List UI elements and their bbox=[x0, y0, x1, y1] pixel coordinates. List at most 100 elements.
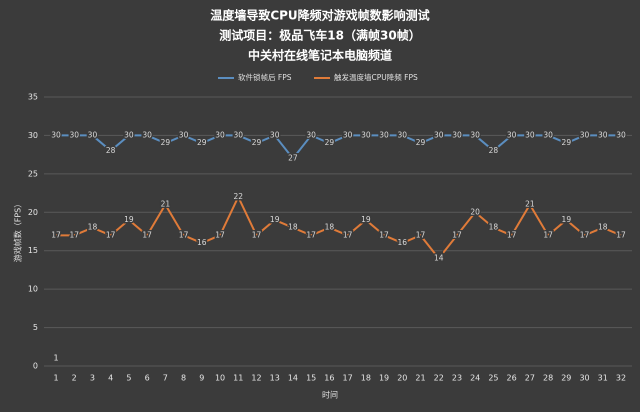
x-tick-label: 32 bbox=[616, 374, 626, 383]
x-tick-label: 14 bbox=[288, 374, 298, 383]
data-label: 17 bbox=[616, 230, 626, 239]
y-tick-label: 25 bbox=[28, 169, 38, 178]
data-label: 17 bbox=[379, 230, 389, 239]
data-label: 30 bbox=[233, 130, 243, 139]
data-label: 30 bbox=[398, 130, 408, 139]
x-tick-label: 15 bbox=[306, 374, 316, 383]
series-line bbox=[56, 194, 622, 261]
x-tick-label: 24 bbox=[470, 374, 480, 383]
data-label: 30 bbox=[507, 130, 517, 139]
x-tick-label: 17 bbox=[343, 374, 353, 383]
data-label: 29 bbox=[325, 138, 335, 147]
data-label: 17 bbox=[142, 230, 152, 239]
data-label: 30 bbox=[361, 130, 371, 139]
data-label: 17 bbox=[343, 230, 353, 239]
data-label: 17 bbox=[252, 230, 262, 239]
x-tick-label: 31 bbox=[598, 374, 608, 383]
y-tick-label: 10 bbox=[28, 285, 38, 294]
legend-label: 软件锁帧后 FPS bbox=[238, 72, 292, 82]
x-tick-label: 10 bbox=[215, 374, 225, 383]
x-tick-label: 30 bbox=[579, 374, 589, 383]
data-label: 30 bbox=[179, 130, 189, 139]
data-label: 30 bbox=[343, 130, 353, 139]
data-label: 17 bbox=[215, 230, 225, 239]
data-label: 20 bbox=[470, 207, 480, 216]
x-tick-label: 29 bbox=[561, 374, 571, 383]
x-tick-label: 11 bbox=[233, 374, 243, 383]
y-tick-label: 0 bbox=[33, 362, 38, 371]
x-tick-label: 28 bbox=[543, 374, 553, 383]
data-label: 30 bbox=[51, 130, 61, 139]
data-label: 30 bbox=[580, 130, 590, 139]
data-label: 30 bbox=[379, 130, 389, 139]
data-label: 18 bbox=[88, 223, 98, 232]
data-label: 19 bbox=[361, 215, 371, 224]
data-label: 18 bbox=[489, 223, 499, 232]
data-label: 17 bbox=[452, 230, 462, 239]
data-label: 27 bbox=[288, 153, 298, 162]
data-label: 28 bbox=[106, 146, 116, 155]
data-label: 30 bbox=[470, 130, 480, 139]
y-axis-title: 游戏帧数（FPS） bbox=[13, 200, 23, 263]
data-label: 21 bbox=[161, 200, 171, 209]
data-label: 19 bbox=[124, 215, 134, 224]
data-label: 30 bbox=[306, 130, 316, 139]
data-label: 18 bbox=[598, 223, 608, 232]
chart-title: 温度墙导致CPU降频对游戏帧数影响测试 bbox=[210, 8, 429, 23]
x-tick-label: 26 bbox=[507, 374, 517, 383]
data-label: 18 bbox=[288, 223, 298, 232]
data-label: 17 bbox=[179, 230, 189, 239]
x-tick-label: 3 bbox=[90, 374, 95, 383]
data-label: 29 bbox=[252, 138, 262, 147]
y-tick-label: 20 bbox=[28, 208, 38, 217]
data-label: 17 bbox=[507, 230, 517, 239]
y-tick-label: 35 bbox=[28, 93, 38, 102]
data-label: 28 bbox=[489, 146, 499, 155]
legend-label: 触发温度墙CPU降频 FPS bbox=[334, 72, 418, 82]
data-label: 16 bbox=[197, 238, 207, 247]
x-tick-label: 23 bbox=[452, 374, 462, 383]
data-label: 30 bbox=[142, 130, 152, 139]
x-tick-label: 18 bbox=[361, 374, 371, 383]
data-label: 19 bbox=[270, 215, 280, 224]
chart-subtitle: 测试项目：极品飞车18（满帧30帧） bbox=[219, 28, 420, 43]
data-label: 30 bbox=[434, 130, 444, 139]
data-label: 30 bbox=[452, 130, 462, 139]
x-tick-label: 8 bbox=[181, 374, 186, 383]
y-tick-label: 5 bbox=[33, 323, 38, 332]
x-tick-label: 2 bbox=[72, 374, 77, 383]
data-label: 17 bbox=[306, 230, 316, 239]
series-line bbox=[56, 134, 621, 161]
data-label: 30 bbox=[598, 130, 608, 139]
x-tick-label: 13 bbox=[270, 374, 280, 383]
y-tick-label: 15 bbox=[28, 246, 38, 255]
annotation: 1 bbox=[53, 354, 58, 363]
chart-source: 中关村在线笔记本电脑频道 bbox=[248, 48, 392, 63]
x-tick-label: 1 bbox=[53, 374, 58, 383]
data-label: 18 bbox=[325, 223, 335, 232]
x-tick-label: 7 bbox=[163, 374, 168, 383]
data-label: 29 bbox=[416, 138, 426, 147]
data-label: 22 bbox=[233, 192, 243, 201]
x-tick-label: 4 bbox=[108, 374, 113, 383]
data-label: 30 bbox=[270, 130, 280, 139]
x-tick-label: 6 bbox=[145, 374, 150, 383]
data-label: 29 bbox=[161, 138, 171, 147]
data-label: 30 bbox=[543, 130, 553, 139]
data-label: 14 bbox=[434, 253, 444, 262]
data-label: 30 bbox=[124, 130, 134, 139]
x-tick-label: 25 bbox=[488, 374, 498, 383]
x-tick-label: 12 bbox=[251, 374, 261, 383]
data-label: 17 bbox=[51, 230, 61, 239]
data-label: 19 bbox=[562, 215, 572, 224]
data-label: 30 bbox=[215, 130, 225, 139]
x-axis-title: 时间 bbox=[322, 390, 338, 400]
x-tick-label: 16 bbox=[324, 374, 334, 383]
data-label: 17 bbox=[106, 230, 116, 239]
data-label: 17 bbox=[580, 230, 590, 239]
x-tick-label: 9 bbox=[199, 374, 204, 383]
data-label: 30 bbox=[616, 130, 626, 139]
x-tick-label: 5 bbox=[126, 374, 131, 383]
data-label: 30 bbox=[69, 130, 79, 139]
